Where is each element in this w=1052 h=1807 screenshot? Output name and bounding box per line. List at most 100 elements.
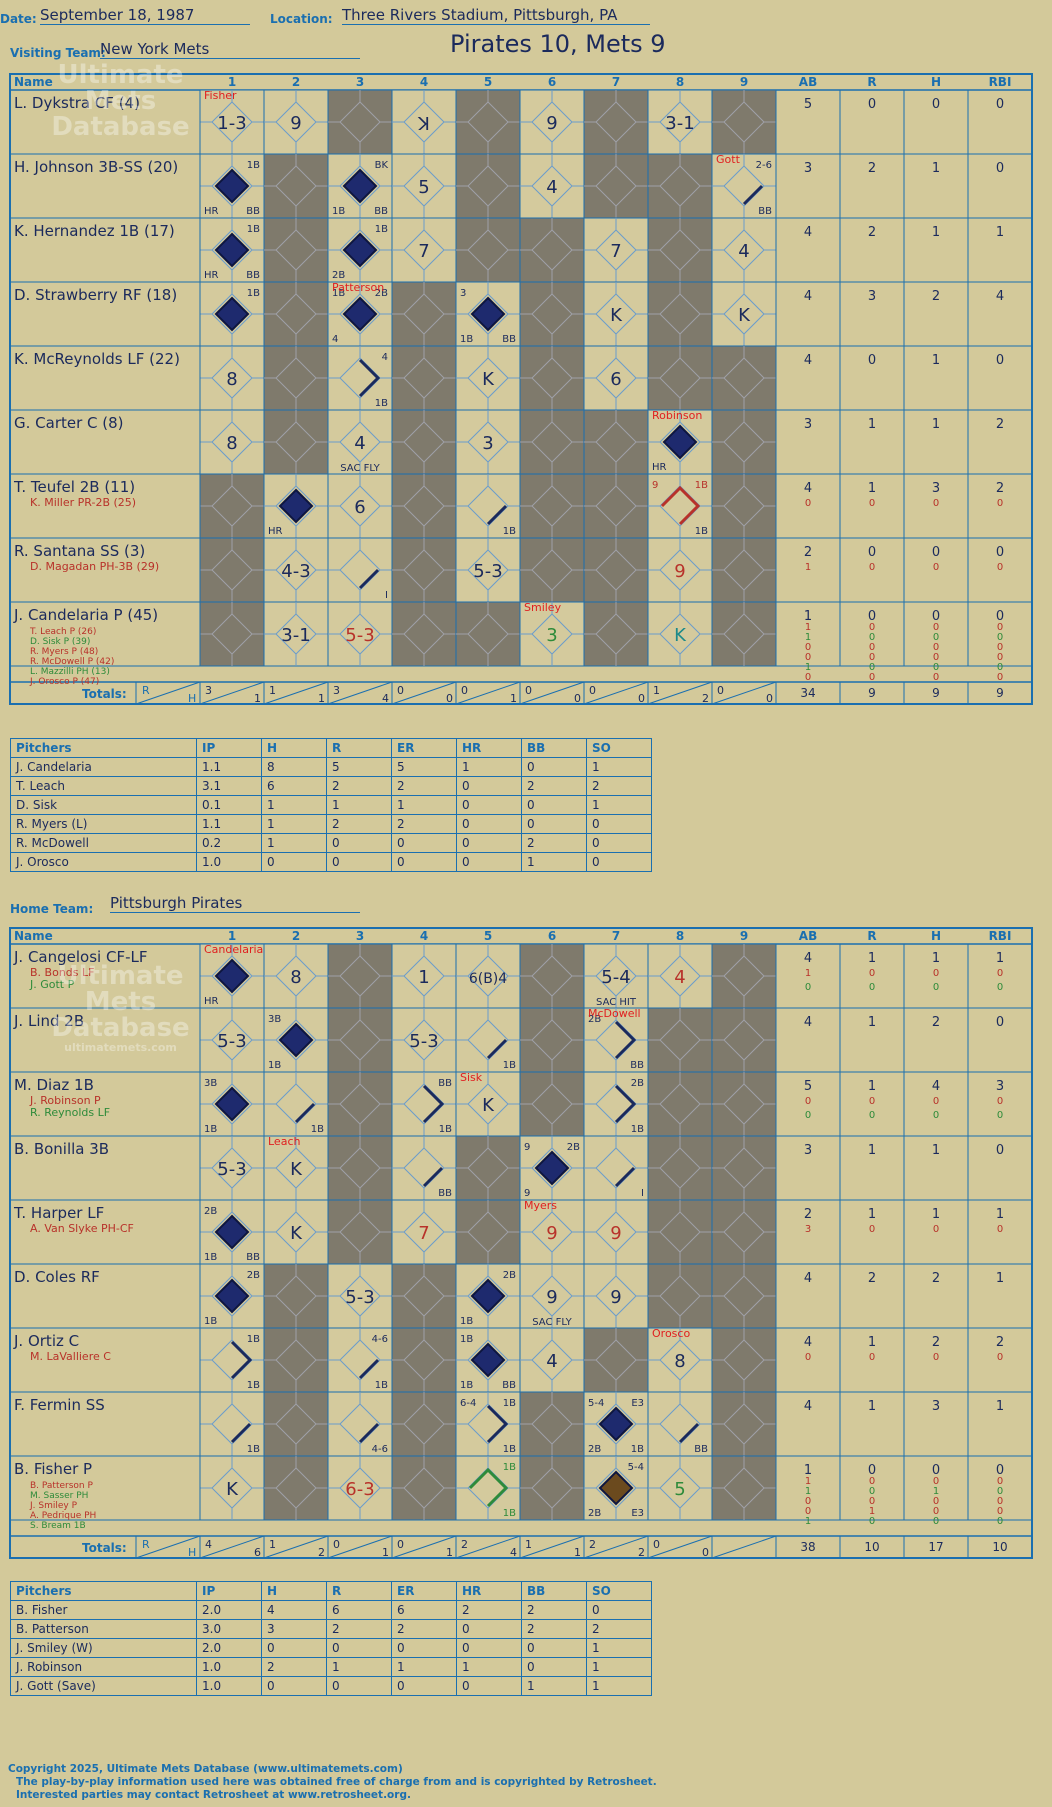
home-pitcher-change-note: Myers [524, 1199, 557, 1212]
home-pitchers-header: IP [196, 1581, 262, 1601]
visiting-inning-cell [519, 281, 585, 347]
home-play-tag: 1B [268, 1060, 281, 1071]
home-inning-total-hits: 0 [702, 1546, 709, 1559]
home-header-ab: AB [799, 929, 817, 943]
home-stat-value: 1 [868, 1399, 876, 1414]
visiting-base-diamond [403, 293, 445, 335]
home-stat-cell [967, 1071, 1033, 1137]
home-play-result: 8 [674, 1351, 685, 1372]
home-run-scored-diamond [534, 1150, 570, 1186]
visiting-inning-cell [583, 217, 649, 283]
visiting-stat-value: 0 [869, 562, 875, 573]
visiting-inning-total-hits: 1 [318, 692, 325, 705]
home-inning-cell [455, 1455, 521, 1521]
home-inning-cell [199, 1199, 265, 1265]
home-stat-value: 0 [805, 1352, 811, 1363]
visiting-header-h: H [931, 75, 941, 89]
home-inning-cell [647, 943, 713, 1009]
home-header-name: Name [14, 929, 53, 943]
home-name-cell [9, 1199, 201, 1265]
home-pitcher-stat: 2 [521, 1619, 587, 1639]
visiting-base-diamond [723, 229, 765, 271]
visiting-base-diamond [531, 229, 573, 271]
home-inning-total-slash [583, 1535, 649, 1559]
visiting-stat-value: 0 [996, 609, 1004, 624]
home-play-result: 5 [674, 1479, 685, 1500]
home-stat-value: 0 [869, 982, 875, 993]
home-stat-value: 0 [805, 982, 811, 993]
visiting-pitcher-stat: 0 [586, 833, 652, 853]
visiting-base-diamond [339, 485, 381, 527]
home-play-tag: 2B [631, 1078, 644, 1089]
home-base-diamond [723, 1211, 765, 1253]
home-inning-cell [391, 1007, 457, 1073]
home-stat-value: 2 [996, 1335, 1004, 1350]
home-base-diamond [339, 1019, 381, 1061]
home-basepath-line [614, 1084, 637, 1124]
home-player-name: F. Fermin SS [14, 1396, 105, 1414]
visiting-inning-cell [391, 281, 457, 347]
home-basepath-line [486, 1038, 508, 1060]
visiting-base-diamond [595, 549, 637, 591]
table-row: J. Orosco 1.0 0 0 0 0 1 0 [10, 852, 652, 872]
home-run-scored-diamond [214, 1214, 250, 1250]
visiting-pitcher-stat: 2 [391, 776, 457, 796]
home-play-tag: 1B [247, 1334, 260, 1345]
home-play-tag: 1B [460, 1316, 473, 1327]
home-inning-cell [455, 943, 521, 1009]
visiting-totals-rh-slash [135, 681, 201, 705]
home-header-h: H [931, 929, 941, 943]
home-base-diamond [659, 1019, 701, 1061]
home-stat-cell [775, 1327, 841, 1393]
visiting-inning-cell [455, 473, 521, 539]
visiting-stat-cell [775, 153, 841, 219]
home-inning-cell [583, 1391, 649, 1457]
home-inning-total-slash [711, 1535, 777, 1559]
visiting-inning-cell [391, 217, 457, 283]
home-inning-total-cell [263, 1535, 329, 1559]
home-inning-cell [199, 1007, 265, 1073]
visiting-pitcher-stat: 5 [326, 757, 392, 777]
visiting-totals-rh-cell [135, 681, 201, 705]
home-stat-value: 0 [933, 1352, 939, 1363]
visiting-sub-name: L. Mazzilli PH (13) [30, 667, 110, 677]
visiting-inning-cell [647, 473, 713, 539]
visiting-base-diamond [723, 613, 765, 655]
home-inning-cell [391, 1263, 457, 1329]
home-inning-cell [583, 943, 649, 1009]
visiting-inning-total-runs: 0 [397, 684, 404, 697]
home-base-diamond [723, 1467, 765, 1509]
visiting-inning-total-hits: 1 [510, 692, 517, 705]
visiting-pitchers-table: Pitchers IP H R ER HR BB SO J. Candelaria 1.1 8 5 5 1… [10, 738, 652, 872]
home-stat-value: 1 [868, 1335, 876, 1350]
visiting-player-name: D. Strawberry RF (18) [14, 286, 177, 304]
visiting-player-name: T. Teufel 2B (11) [13, 478, 135, 496]
home-inning-total-cell [647, 1535, 713, 1559]
home-inning-cell [519, 1327, 585, 1393]
visiting-base-diamond [275, 485, 317, 527]
home-pitcher-stat: 1.0 [196, 1676, 262, 1696]
visiting-stat-value: 0 [996, 353, 1004, 368]
home-inning-cell [327, 1391, 393, 1457]
visiting-stat-value: 0 [997, 642, 1003, 653]
visiting-base-diamond [659, 485, 701, 527]
visiting-base-diamond [211, 293, 253, 335]
home-play-tag: 1B [247, 1380, 260, 1391]
home-play-tag: HR [204, 996, 219, 1007]
table-row: T. Leach 3.1 6 2 2 0 2 2 [10, 776, 652, 796]
visiting-pitcher-name: T. Leach [10, 776, 197, 796]
home-play-result: 5-3 [217, 1159, 246, 1180]
visiting-inning-cell [263, 153, 329, 219]
home-play-tag: 6-4 [460, 1398, 476, 1409]
visiting-base-diamond [595, 421, 637, 463]
home-inning-cell [327, 1007, 393, 1073]
home-play-tag: 1B [503, 1060, 516, 1071]
visiting-inning-cell [391, 153, 457, 219]
home-stat-value: 0 [869, 1352, 875, 1363]
home-stat-cell [839, 1327, 905, 1393]
visiting-stat-cell [839, 409, 905, 475]
visiting-pitcher-stat: 8 [261, 757, 327, 777]
visiting-stat-cell [839, 217, 905, 283]
home-stat-value: 0 [997, 1506, 1003, 1517]
home-inning-cell [263, 1327, 329, 1393]
